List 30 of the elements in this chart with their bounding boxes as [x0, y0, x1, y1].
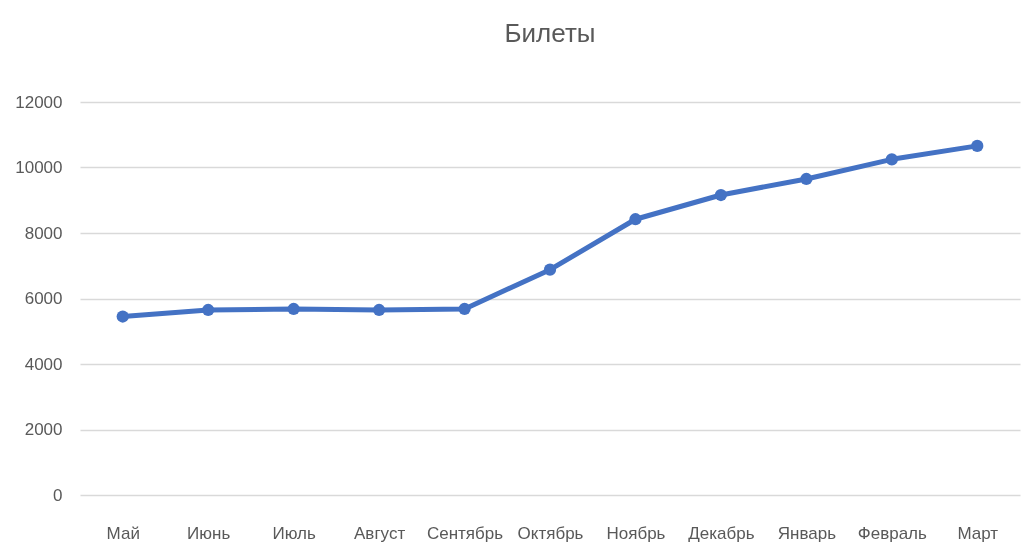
x-tick-label: Февраль: [857, 523, 927, 543]
y-tick-label: 4000: [24, 354, 63, 374]
x-tick-label: Октябрь: [517, 523, 584, 543]
y-tick-label: 6000: [24, 289, 63, 308]
x-tick-label: Июль: [272, 523, 316, 543]
point: [372, 303, 386, 317]
y-tick-label: 0: [53, 485, 63, 505]
y-tick-label: 12000: [15, 92, 63, 112]
point: [202, 303, 215, 317]
point: [714, 188, 728, 202]
y-tick-label: 2000: [24, 420, 63, 439]
x-tick-label: Май: [106, 523, 140, 543]
point: [458, 302, 471, 316]
point: [629, 213, 642, 226]
point: [287, 302, 300, 316]
x-tick-label: Август: [354, 523, 406, 543]
x-tick-label: Ноябрь: [606, 523, 666, 543]
y-tick-label: 8000: [24, 223, 63, 243]
x-tick-label: Июнь: [187, 523, 231, 543]
point: [971, 139, 984, 152]
point: [543, 263, 557, 276]
x-tick-label: Январь: [777, 523, 837, 543]
point: [800, 172, 813, 186]
point: [116, 310, 129, 323]
x-tick-label: Декабрь: [688, 523, 755, 543]
x-tick-label: Март: [957, 523, 999, 543]
point: [885, 153, 898, 166]
x-tick-label: Сентябрь: [426, 523, 504, 543]
y-tick-label: 10000: [15, 158, 63, 177]
chart-title: Билеты: [504, 18, 596, 48]
